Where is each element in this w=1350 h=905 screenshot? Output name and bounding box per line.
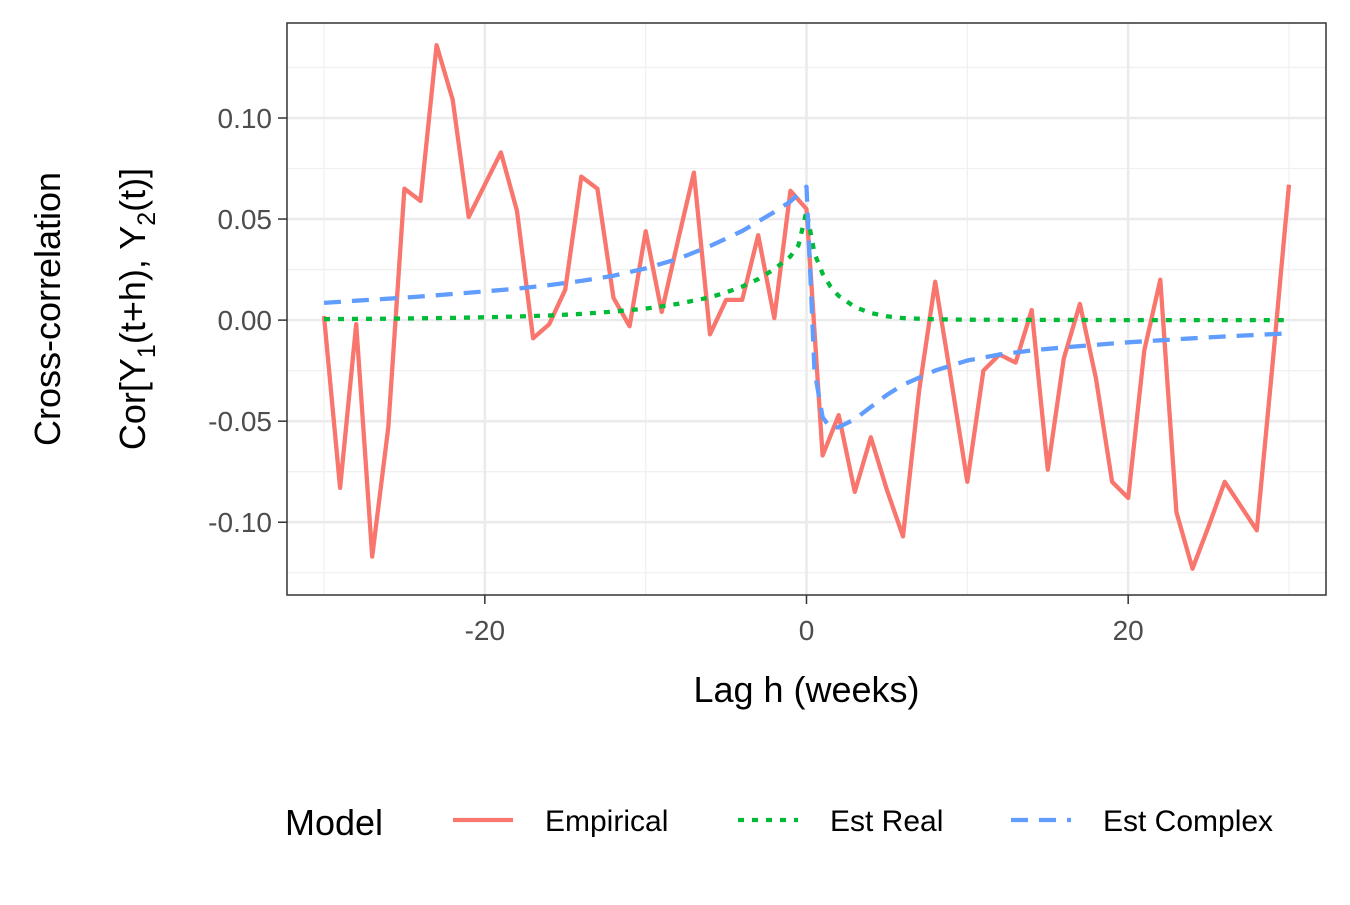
y-axis: -0.10 -0.05 0.00 0.05 0.10: [208, 103, 287, 538]
x-axis-title: Lag h (weeks): [693, 669, 919, 710]
series-lines: [321, 43, 1292, 571]
y-axis-title-line1: Cross-correlation: [27, 172, 68, 446]
plot-area: [286, 22, 1327, 596]
y-tick-label: 0.05: [218, 204, 273, 235]
ylabel-sub2: 2: [133, 212, 161, 226]
series-line-empirical: [321, 43, 1292, 571]
x-axis: -20 0 20: [465, 595, 1144, 646]
legend-label: Empirical: [545, 805, 668, 838]
x-tick-label: 0: [799, 615, 815, 646]
series-line-est-complex: [323, 184, 1290, 431]
x-tick-label: 20: [1113, 615, 1144, 646]
legend: Model Empirical Est Real Est Complex: [285, 802, 1273, 843]
legend-title: Model: [285, 802, 383, 843]
y-tick-label: 0.10: [218, 103, 273, 134]
ylabel-prefix: Cor[Y: [112, 358, 153, 450]
legend-label: Est Real: [830, 805, 943, 838]
y-tick-label: 0.00: [218, 305, 273, 336]
y-tick-label: -0.05: [208, 406, 272, 437]
ylabel-mid: (t+h), Y: [112, 226, 153, 344]
series-line-est-real: [323, 208, 1289, 323]
legend-label: Est Complex: [1103, 805, 1273, 838]
ylabel-sub1: 1: [133, 344, 161, 358]
legend-items: Empirical Est Real Est Complex: [453, 805, 1273, 838]
y-axis-title-line2: Cor[Y1(t+h), Y2(t)]: [112, 168, 161, 450]
y-tick-label: -0.10: [208, 507, 272, 538]
ylabel-suffix: (t)]: [112, 168, 153, 212]
x-tick-label: -20: [465, 615, 505, 646]
